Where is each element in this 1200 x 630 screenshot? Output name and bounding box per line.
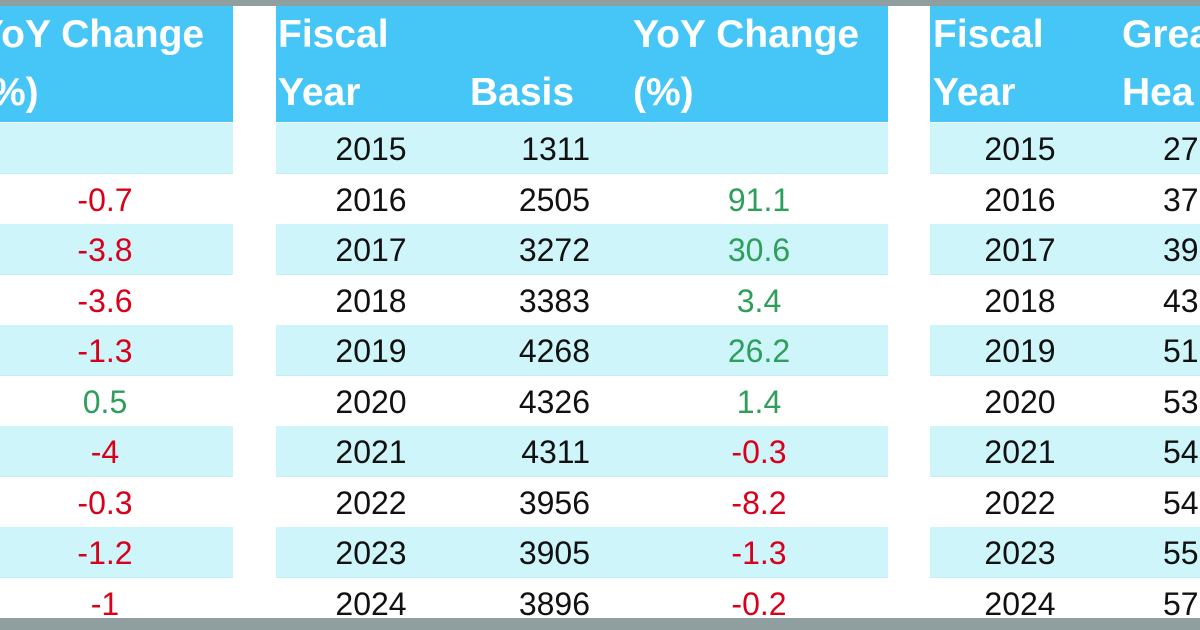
- table-cell: -8.2: [731, 484, 787, 521]
- table-cell: 2018: [335, 282, 407, 319]
- table-cell: 27: [1163, 131, 1199, 167]
- column-header: Basis: [470, 71, 575, 114]
- table-row: [276, 325, 888, 376]
- table-row: [0, 173, 233, 225]
- table-row: [930, 123, 1200, 174]
- table-cell: 2018: [984, 282, 1056, 319]
- table-cell: 53: [1163, 383, 1199, 420]
- table-cell: 2017: [335, 232, 407, 268]
- table-row: [276, 173, 888, 225]
- table-cell: 2019: [335, 333, 407, 369]
- table-cell: 55: [1163, 535, 1199, 571]
- table-cell: 2017: [984, 232, 1056, 268]
- table-cell: 51: [1163, 333, 1199, 369]
- table-cell: -4: [90, 434, 120, 470]
- table-cell: 1311: [521, 131, 590, 167]
- table-cell: 2020: [984, 383, 1056, 420]
- table-cell: 1.4: [736, 383, 782, 420]
- table-cell: -1: [90, 585, 120, 622]
- table-cell: -1.3: [77, 333, 133, 369]
- table-cell: 39: [1163, 232, 1199, 268]
- table-cell: -3.6: [77, 282, 133, 319]
- table-cell: 4311: [521, 434, 590, 470]
- table-cell: 2023: [984, 535, 1056, 571]
- table-cell: -0.3: [731, 434, 787, 470]
- table-cell: -0.7: [77, 181, 133, 218]
- table-cell: 2020: [335, 383, 407, 420]
- table-row: [930, 375, 1200, 427]
- table-cell: 2022: [984, 484, 1056, 521]
- table-cell: 4268: [518, 333, 590, 369]
- table-cell: 3.4: [736, 282, 782, 319]
- table-cell: 2023: [335, 535, 407, 571]
- column-header: Fiscal Year: [933, 13, 1044, 114]
- table-row: [0, 527, 233, 578]
- table-cell: 43: [1163, 282, 1199, 319]
- table-row: [0, 274, 233, 326]
- table-cell: 2016: [335, 181, 407, 218]
- column-header: YoY Change (%): [0, 13, 205, 114]
- table-cell: 26.2: [727, 333, 791, 369]
- table-row: [276, 375, 888, 427]
- table-cell: -0.3: [77, 484, 133, 521]
- table-cell: 2015: [984, 131, 1056, 167]
- table-cell: 30.6: [727, 232, 791, 268]
- table-cell: 91.1: [727, 181, 791, 218]
- header-row: [276, 6, 888, 122]
- table-cell: 2019: [984, 333, 1056, 369]
- table-cell: -1.3: [731, 535, 787, 571]
- header-row: [0, 6, 233, 122]
- table-cell: 3383: [518, 282, 590, 319]
- table-cell: -3.8: [77, 232, 133, 268]
- table-cell: 54: [1163, 434, 1199, 470]
- table-cell: 37: [1163, 181, 1199, 218]
- table-cell: 2505: [518, 181, 590, 218]
- table-cell: [0, 123, 210, 173]
- table-cell: 3905: [518, 535, 590, 571]
- table-row: [276, 426, 888, 477]
- table-row: [930, 173, 1200, 225]
- table-cell: 2016: [984, 181, 1056, 218]
- table-cell: 57: [1163, 585, 1199, 622]
- table-cell: -0.2: [731, 585, 787, 622]
- top-border: [0, 0, 1200, 6]
- table-cell: 2021: [335, 434, 407, 470]
- table-cell: 3956: [518, 484, 590, 521]
- table-cell: 2015: [335, 131, 407, 167]
- table-cell: 2022: [335, 484, 407, 521]
- table-cell: 3896: [518, 585, 590, 622]
- column-header: YoY Change (%): [633, 13, 860, 114]
- table-row: [930, 527, 1200, 578]
- table-row: [0, 325, 233, 376]
- table-row: [0, 123, 233, 174]
- table-cell: 2024: [335, 585, 407, 622]
- table-row: [930, 274, 1200, 326]
- column-header: Fiscal Year: [278, 13, 389, 114]
- table-cell: [630, 123, 888, 173]
- table-cell: 4326: [518, 383, 590, 420]
- column-header: Grea Hea: [1122, 13, 1200, 114]
- table-row: [930, 476, 1200, 528]
- table-cell: -1.2: [77, 535, 133, 571]
- header-row: [930, 6, 1200, 122]
- bottom-border: [0, 618, 1200, 630]
- table-cell: 2021: [984, 434, 1056, 470]
- table-cell: 54: [1163, 484, 1199, 521]
- table-cell: 0.5: [82, 383, 128, 420]
- table-cell: 3272: [518, 232, 590, 268]
- table-cell: 2024: [984, 585, 1056, 622]
